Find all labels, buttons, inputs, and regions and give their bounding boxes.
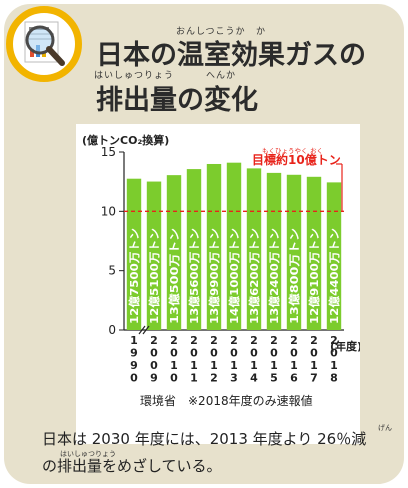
bar-2017 (306, 176, 322, 330)
chart-area: (億トンCO₂換算) 0 5 10 15 12億7500万トン 1 9 9 0 12億5100万トン… (76, 124, 360, 444)
y-tick-label: 15 (101, 145, 116, 159)
bar-label-2015: 13億2400万トン (267, 228, 281, 324)
bar-2011 (186, 169, 202, 330)
caption-line1: 日本は 2030 年度には、2013 年度より 26％減 (42, 430, 367, 448)
emissions-bar-chart: (億トンCO₂換算) 0 5 10 15 12億7500万トン 1 9 9 0 12億5100万トン… (82, 133, 360, 385)
target-ruby-mokuhyouyaku: もくひょうやく (262, 147, 308, 155)
y-unit-label: (億トンCO₂換算) (82, 133, 169, 147)
bar-label-2017: 12億9100万トン (307, 228, 321, 324)
page-title-line2: 排出量の変化 (96, 85, 258, 116)
bar-2010 (166, 175, 182, 330)
page-title-line1: 日本の温室効果ガスの (96, 40, 366, 71)
bar-label-2009: 12億5100万トン (147, 228, 161, 324)
x-unit-label: (年度) (330, 339, 360, 353)
target-ruby-oku: おく (310, 147, 323, 155)
bar-label-2011: 13億5600万トン (187, 228, 201, 324)
y-tick-label: 10 (101, 204, 116, 218)
title-ruby-onshitsukou: おんしつこうか (176, 27, 246, 37)
bar-1990 (126, 178, 142, 330)
bar-2014 (246, 168, 262, 330)
bar-label-2010: 13億500万トン (167, 228, 181, 324)
y-tick-label: 5 (108, 264, 116, 278)
axis-break-mark (138, 325, 146, 335)
bar-label-2012: 13億9900万トン (207, 228, 221, 324)
bar-label-2018: 12億4400万トン (327, 228, 341, 324)
caption-ruby-haishutsuryou: はいしゅつりょう (60, 450, 116, 458)
magnifier-over-document-icon (24, 21, 65, 66)
bar-2012 (206, 163, 222, 330)
bar-2013 (226, 162, 242, 330)
bar-label-2014: 13億6200万トン (247, 228, 261, 324)
title-ruby-henka: へんか (206, 71, 237, 81)
caption-ruby-gen: げん (378, 424, 392, 432)
source-note: 環境省 ※2018年度のみ速報値 (140, 394, 313, 408)
bar-2016 (286, 174, 302, 330)
bar-label-2016: 13億800万トン (287, 228, 301, 324)
bar-2009 (146, 181, 162, 330)
bar-label-1990: 12億7500万トン (127, 228, 141, 324)
title-ruby-ka: か (256, 27, 267, 37)
caption-line2: の排出量をめざしている。 (42, 457, 222, 475)
title-ruby-haishutsuryou: はいしゅつりょう (94, 71, 175, 81)
target-label: 目標約10億トン (252, 152, 341, 167)
y-tick-label: 0 (108, 323, 116, 337)
bar-2015 (266, 172, 282, 330)
bar-2018 (326, 182, 342, 330)
badge-icon (6, 6, 82, 82)
axis-break-mark (142, 325, 150, 335)
bar-label-2013: 14億1000万トン (227, 228, 241, 324)
